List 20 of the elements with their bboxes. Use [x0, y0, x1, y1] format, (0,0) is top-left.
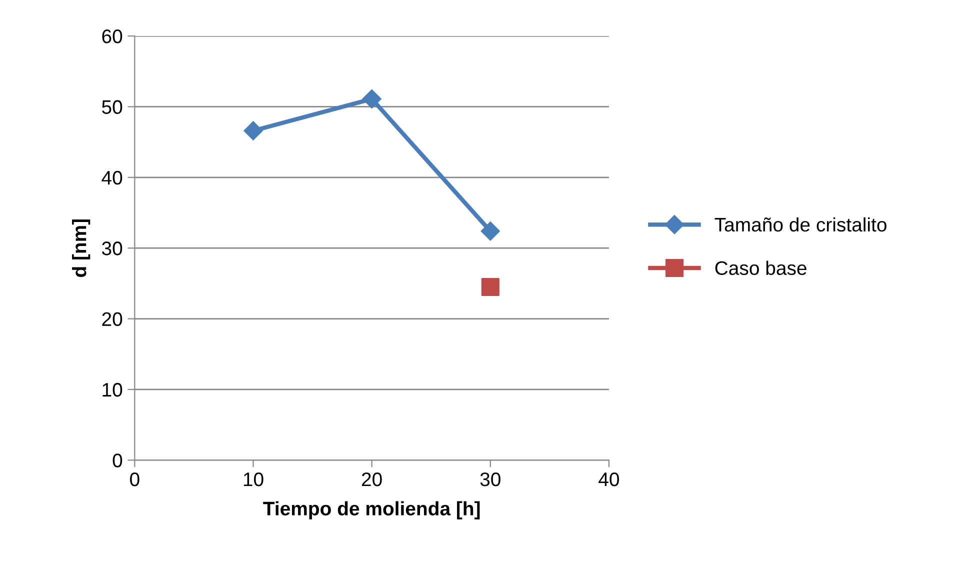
x-tick-label: 30 — [480, 472, 500, 486]
legend-label: Caso base — [715, 260, 806, 276]
point — [362, 89, 382, 108]
y-tick-label: 0 — [112, 454, 122, 468]
y-axis-title: d [nm] — [72, 219, 90, 277]
x-tick-label: 20 — [362, 472, 382, 486]
point — [244, 121, 263, 140]
x-axis-title: Tiempo de molienda [h] — [263, 501, 480, 520]
y-tick-label: 30 — [102, 242, 122, 256]
x-tick-label: 40 — [598, 472, 619, 486]
point — [481, 278, 500, 296]
y-tick-label: 40 — [102, 170, 122, 185]
y-tick-label: 20 — [102, 312, 122, 326]
x-tick-label: 10 — [244, 472, 264, 486]
y-tick-label: 50 — [102, 100, 122, 114]
point — [480, 222, 500, 241]
x-tick-label: 0 — [130, 472, 140, 486]
legend-label: Tamaño de cristalito — [714, 217, 886, 232]
y-tick-label: 10 — [102, 382, 122, 397]
y-tick-label: 60 — [102, 29, 122, 44]
